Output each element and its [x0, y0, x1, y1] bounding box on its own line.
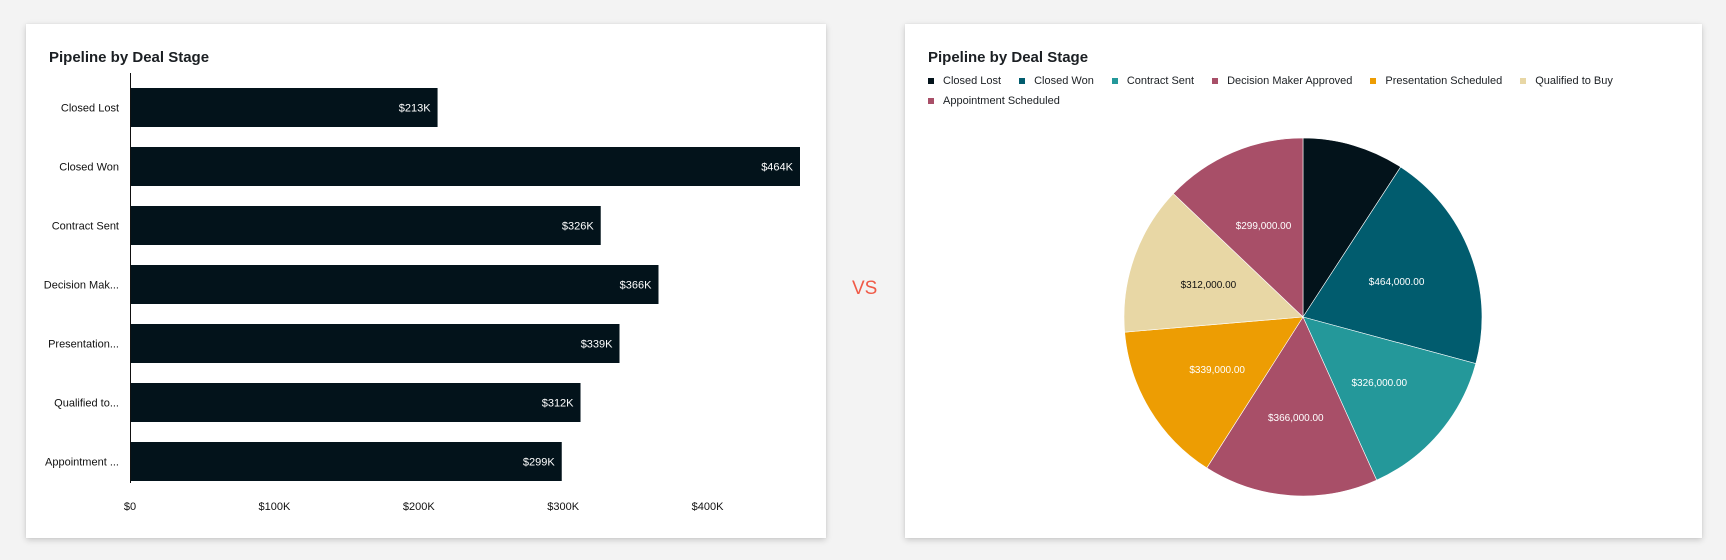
- bar-chart-card: Pipeline by Deal Stage $213K Closed Lost $…: [26, 24, 826, 538]
- pie-slice: [1123, 193, 1304, 333]
- bar-value-label: $213K: [399, 103, 431, 115]
- bar: [130, 442, 562, 481]
- legend-label: Contract Sent: [1126, 75, 1195, 87]
- bar-chart-title: Pipeline by Deal Stage: [49, 49, 210, 66]
- category-tick-label: Appointment ...: [45, 457, 119, 469]
- pie-slice-value-label: $464,000.00: [1369, 277, 1425, 288]
- legend-label: Closed Won: [1034, 75, 1094, 87]
- pie-slice: [1302, 137, 1402, 319]
- bar-value-label: $299K: [523, 457, 555, 469]
- legend-swatch: [1212, 78, 1219, 84]
- legend-item[interactable]: Appointment Scheduled: [928, 94, 1060, 108]
- bar-value-label: $326K: [562, 221, 594, 233]
- pie-slice: [1302, 166, 1483, 364]
- pie-slice: [1302, 316, 1477, 481]
- legend-swatch: [928, 98, 934, 104]
- pie-slice-value-label: $339,000.00: [1189, 365, 1245, 376]
- bar: [130, 324, 620, 363]
- bar: [130, 383, 581, 422]
- legend-label: Presentation Scheduled: [1385, 75, 1503, 87]
- legend-swatch: [1019, 78, 1026, 84]
- legend-item[interactable]: Qualified to Buy: [1520, 74, 1613, 88]
- category-tick-label: Closed Won: [59, 162, 119, 174]
- bar-value-label: $464K: [761, 162, 793, 174]
- category-tick-label: Decision Mak...: [44, 280, 119, 292]
- bar: [130, 265, 659, 304]
- legend-label: Appointment Scheduled: [943, 95, 1060, 107]
- category-tick-label: Closed Lost: [61, 103, 119, 115]
- vs-label: VS: [852, 278, 878, 299]
- legend-swatch: [928, 78, 934, 84]
- bar: [130, 206, 601, 245]
- pie-slice-value-label: $299,000.00: [1236, 221, 1292, 232]
- legend-label: Qualified to Buy: [1535, 75, 1613, 87]
- pie-chart-title: Pipeline by Deal Stage: [928, 49, 1089, 66]
- legend-item[interactable]: Decision Maker Approved: [1212, 74, 1352, 88]
- x-tick-label: $200K: [403, 501, 435, 513]
- bar-chart: $213K Closed Lost $464K Closed Won $326K Cont…: [44, 73, 800, 513]
- x-tick-label: $400K: [692, 501, 724, 513]
- bar-value-label: $366K: [620, 280, 652, 292]
- pie-slice-value-label: $312,000.00: [1181, 280, 1237, 291]
- pie-slice-value-label: $366,000.00: [1268, 413, 1324, 424]
- legend-label: Decision Maker Approved: [1227, 75, 1353, 87]
- bar-value-label: $312K: [542, 398, 574, 410]
- category-tick-label: Presentation...: [48, 339, 119, 351]
- pie-legend: Closed Lost Closed Won Contract Sent Decisi…: [928, 74, 1688, 108]
- legend-item[interactable]: Closed Won: [1019, 74, 1094, 88]
- legend-item[interactable]: Presentation Scheduled: [1370, 74, 1502, 88]
- pie-slice: [1124, 316, 1304, 469]
- pie-slice-value-label: $326,000.00: [1351, 378, 1407, 389]
- x-tick-label: $100K: [258, 501, 290, 513]
- pie-chart: $464,000.00 $326,000.00 $366,000.00 $339,00…: [1123, 137, 1483, 497]
- pie-slice: [1206, 316, 1378, 497]
- legend-swatch: [1111, 78, 1118, 84]
- bar-value-label: $339K: [581, 339, 613, 351]
- bar: [130, 147, 800, 186]
- x-tick-label: $300K: [547, 501, 579, 513]
- legend-swatch: [1370, 78, 1377, 84]
- category-tick-label: Contract Sent: [52, 221, 119, 233]
- legend-item[interactable]: Closed Lost: [928, 74, 1001, 88]
- pie-chart-card: Pipeline by Deal Stage Closed Lost Closed…: [905, 24, 1702, 538]
- legend-swatch: [1520, 78, 1527, 84]
- x-tick-label: $0: [124, 501, 136, 513]
- legend-item[interactable]: Contract Sent: [1111, 74, 1195, 88]
- category-tick-label: Qualified to...: [54, 398, 119, 410]
- legend-label: Closed Lost: [943, 75, 1002, 87]
- pie-slice: [1172, 137, 1304, 318]
- bar: [130, 88, 438, 127]
